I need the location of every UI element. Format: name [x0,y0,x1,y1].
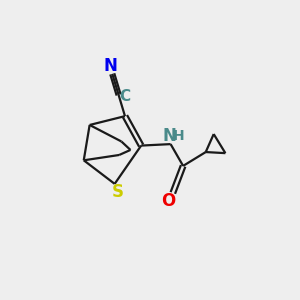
Text: H: H [173,129,185,143]
Text: N: N [162,127,176,145]
Text: N: N [104,57,118,75]
Text: S: S [112,183,124,201]
Text: O: O [161,192,176,210]
Text: C: C [119,89,131,104]
